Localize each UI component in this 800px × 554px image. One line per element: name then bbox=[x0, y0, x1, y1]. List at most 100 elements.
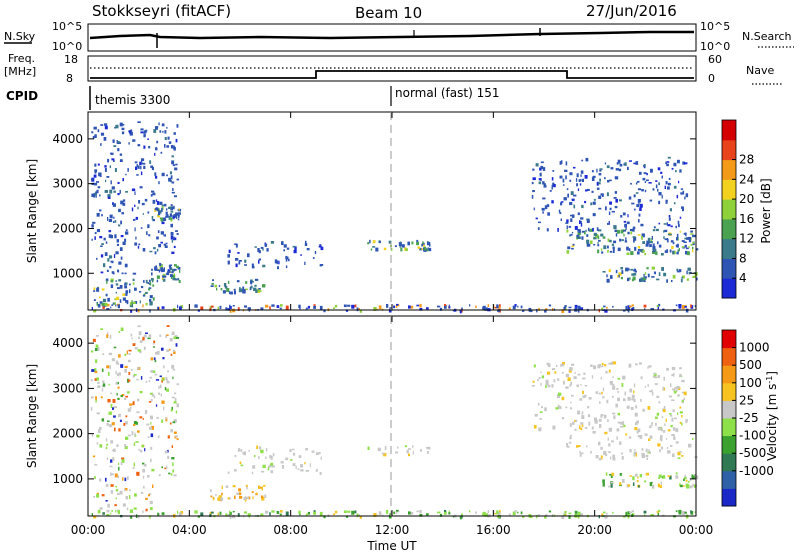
power-mark-10-192 bbox=[121, 272, 124, 275]
velocity-mark-3-36 bbox=[285, 457, 289, 461]
power-mark-4-8 bbox=[218, 285, 221, 287]
velocity-mark-7-3 bbox=[609, 380, 613, 385]
power-mark-7-42 bbox=[612, 246, 615, 250]
power-mark-7-141 bbox=[590, 240, 593, 244]
power-mark-7-111 bbox=[581, 236, 584, 240]
velocity-mark-7-241 bbox=[580, 384, 582, 386]
velocity-mark-0-119 bbox=[97, 509, 101, 514]
velocity-mark-2-4 bbox=[225, 485, 229, 488]
velocity-mark-5-1 bbox=[612, 454, 616, 459]
power-mark-7-121 bbox=[607, 245, 609, 248]
velocity-mark-0-55 bbox=[563, 512, 566, 515]
power-mark-3-34 bbox=[168, 206, 172, 209]
power-mark-10-45 bbox=[155, 199, 158, 202]
velocity-mark-8-236 bbox=[166, 379, 168, 381]
power-mark-2-15 bbox=[171, 268, 175, 272]
velocity-mark-3-22 bbox=[304, 462, 306, 465]
power-mark-7-31 bbox=[645, 243, 649, 247]
velocity-mark-8-268 bbox=[171, 364, 175, 369]
power-mark-10-46 bbox=[118, 208, 121, 213]
velocity-mark-0-63 bbox=[93, 515, 97, 519]
velocity-mark-5-0 bbox=[569, 436, 572, 440]
power-mark-7-104 bbox=[632, 236, 636, 238]
velocity-ytick-label-3: 4000 bbox=[52, 336, 83, 350]
power-mark-7-27 bbox=[613, 240, 617, 244]
velocity-mark-7-137 bbox=[662, 386, 665, 391]
power-mark-9-62 bbox=[596, 227, 599, 231]
power-mark-1-63 bbox=[106, 280, 108, 284]
velocity-mark-7-198 bbox=[679, 411, 683, 414]
power-mark-7-9 bbox=[593, 237, 597, 240]
velocity-mark-7-171 bbox=[606, 399, 609, 404]
power-mark-9-215 bbox=[624, 223, 627, 228]
velocity-mark-8-227 bbox=[102, 383, 106, 387]
power-mark-5-3 bbox=[306, 248, 310, 251]
power-mark-10-88 bbox=[149, 160, 152, 164]
velocity-mark-8-123 bbox=[166, 325, 170, 327]
power-mark-0-126 bbox=[544, 309, 547, 313]
velocity-mark-6-41 bbox=[650, 481, 653, 484]
power-mark-10-280 bbox=[173, 245, 176, 248]
power-colorbar-label-6: 28 bbox=[739, 153, 754, 167]
power-mark-4-38 bbox=[254, 278, 259, 281]
power-mark-4-35 bbox=[250, 285, 253, 289]
cpid-label: CPID bbox=[6, 89, 38, 103]
velocity-mark-7-163 bbox=[655, 422, 657, 426]
velocity-mark-1-5 bbox=[134, 493, 137, 497]
power-mark-5-27 bbox=[318, 245, 322, 248]
power-mark-7-29 bbox=[646, 240, 650, 245]
velocity-mark-5-4 bbox=[692, 437, 694, 440]
power-mark-7-61 bbox=[685, 232, 687, 237]
velocity-mark-8-171 bbox=[126, 350, 128, 355]
power-mark-7-110 bbox=[692, 241, 695, 244]
velocity-mark-0-141 bbox=[229, 515, 232, 519]
power-mark-10-139 bbox=[121, 212, 124, 215]
power-mark-9-178 bbox=[623, 212, 626, 216]
power-mark-9-64 bbox=[565, 175, 567, 180]
power-mark-7-132 bbox=[683, 241, 687, 243]
velocity-mark-0-32 bbox=[149, 515, 151, 519]
power-mark-3-28 bbox=[178, 215, 180, 218]
power-mark-8-43 bbox=[643, 277, 646, 281]
velocity-mark-6-20 bbox=[658, 477, 660, 479]
velocity-mark-6-9 bbox=[649, 482, 652, 487]
power-mark-7-146 bbox=[597, 235, 600, 240]
velocity-mark-0-127 bbox=[345, 515, 349, 518]
power-mark-10-175 bbox=[129, 131, 133, 136]
power-mark-9-78 bbox=[592, 227, 594, 232]
velocity-mark-5-2 bbox=[649, 435, 653, 439]
velocity-mark-2-35 bbox=[244, 496, 247, 500]
power-mark-3-35 bbox=[178, 208, 180, 211]
power-mark-0-120 bbox=[625, 305, 628, 310]
velocity-mark-7-167 bbox=[556, 364, 558, 368]
power-mark-2-17 bbox=[172, 274, 176, 279]
power-mark-0-16 bbox=[386, 304, 389, 308]
power-mark-5-39 bbox=[257, 248, 260, 252]
power-mark-10-35 bbox=[171, 191, 175, 194]
power-mark-9-99 bbox=[531, 181, 534, 185]
velocity-mark-7-229 bbox=[558, 404, 560, 408]
velocity-mark-8-260 bbox=[143, 334, 147, 338]
power-ytick-label-0: 1000 bbox=[52, 266, 83, 280]
velocity-mark-8-141 bbox=[91, 369, 95, 372]
power-mark-10-185 bbox=[141, 162, 146, 165]
power-mark-4-36 bbox=[227, 280, 230, 284]
power-mark-7-147 bbox=[681, 246, 685, 248]
power-mark-10-82 bbox=[103, 263, 106, 268]
power-mark-9-91 bbox=[586, 219, 590, 223]
velocity-mark-7-66 bbox=[557, 378, 560, 381]
velocity-mark-8-283 bbox=[117, 386, 120, 389]
velocity-ytick-label-0: 1000 bbox=[52, 472, 83, 486]
power-mark-6-27 bbox=[416, 239, 419, 242]
velocity-mark-8-50 bbox=[95, 344, 99, 348]
power-mark-9-87 bbox=[681, 206, 684, 209]
power-mark-10-13 bbox=[108, 219, 113, 222]
velocity-mark-8-238 bbox=[110, 440, 113, 444]
power-mark-10-272 bbox=[107, 196, 111, 199]
velocity-mark-2-13 bbox=[227, 497, 231, 500]
velocity-mark-7-93 bbox=[569, 423, 572, 427]
power-mark-10-261 bbox=[153, 129, 157, 133]
power-mark-3-18 bbox=[170, 210, 174, 213]
velocity-mark-8-259 bbox=[173, 336, 176, 339]
